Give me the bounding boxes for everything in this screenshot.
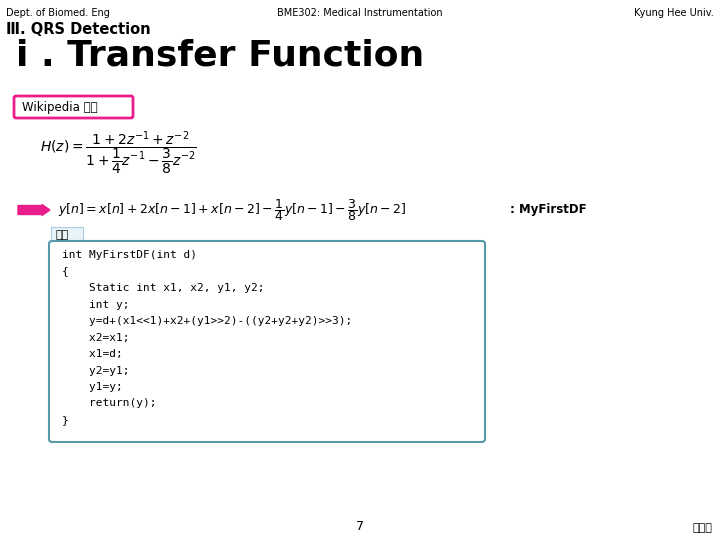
Text: : MyFirstDF: : MyFirstDF [510,204,587,217]
Text: 7: 7 [356,520,364,533]
Text: int MyFirstDF(int d): int MyFirstDF(int d) [62,250,197,260]
Text: 코딩: 코딩 [56,230,69,240]
FancyBboxPatch shape [14,96,133,118]
Text: x2=x1;: x2=x1; [62,333,130,342]
Text: y1=y;: y1=y; [62,382,122,392]
Text: x1=d;: x1=d; [62,349,122,359]
Text: 김소연: 김소연 [692,523,712,533]
FancyBboxPatch shape [49,241,485,442]
Text: Static int x1, x2, y1, y2;: Static int x1, x2, y1, y2; [62,283,264,293]
Text: }: } [62,415,68,425]
Text: Kyung Hee Univ.: Kyung Hee Univ. [634,8,714,18]
Text: {: { [62,267,68,276]
Text: Ⅲ. QRS Detection: Ⅲ. QRS Detection [6,22,150,37]
Text: y=d+(x1<<1)+x2+(y1>>2)-((y2+y2+y2)>>3);: y=d+(x1<<1)+x2+(y1>>2)-((y2+y2+y2)>>3); [62,316,352,326]
Text: BME302: Medical Instrumentation: BME302: Medical Instrumentation [277,8,443,18]
Text: y2=y1;: y2=y1; [62,366,130,375]
FancyBboxPatch shape [51,227,83,243]
Text: Wikipedia 예제: Wikipedia 예제 [22,100,98,113]
Text: $H(z) = \dfrac{1 + 2z^{-1} + z^{-2}}{1 + \dfrac{1}{4}z^{-1} - \dfrac{3}{8}z^{-2}: $H(z) = \dfrac{1 + 2z^{-1} + z^{-2}}{1 +… [40,130,197,177]
Text: int y;: int y; [62,300,130,309]
Text: return(y);: return(y); [62,399,156,408]
Text: $y[n] = x[n] + 2x[n-1] + x[n-2] - \dfrac{1}{4}y[n-1] - \dfrac{3}{8}y[n-2]$: $y[n] = x[n] + 2x[n-1] + x[n-2] - \dfrac… [58,197,407,223]
Text: i . Transfer Function: i . Transfer Function [16,38,424,72]
FancyArrow shape [18,205,50,215]
Text: Dept. of Biomed. Eng: Dept. of Biomed. Eng [6,8,110,18]
